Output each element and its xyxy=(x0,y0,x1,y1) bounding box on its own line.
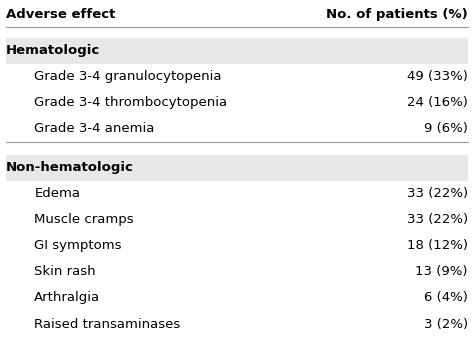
Text: Non-hematologic: Non-hematologic xyxy=(6,161,134,174)
Bar xyxy=(6,38,468,64)
Text: Adverse effect: Adverse effect xyxy=(6,8,116,21)
Bar xyxy=(6,155,468,181)
Text: Edema: Edema xyxy=(35,188,81,201)
Text: 13 (9%): 13 (9%) xyxy=(415,265,468,279)
Text: 33 (22%): 33 (22%) xyxy=(407,213,468,226)
Text: Grade 3-4 granulocytopenia: Grade 3-4 granulocytopenia xyxy=(35,70,222,83)
Text: GI symptoms: GI symptoms xyxy=(35,239,122,252)
Text: Muscle cramps: Muscle cramps xyxy=(35,213,134,226)
Bar xyxy=(6,116,468,142)
Text: 33 (22%): 33 (22%) xyxy=(407,188,468,201)
Text: 18 (12%): 18 (12%) xyxy=(407,239,468,252)
Text: 6 (4%): 6 (4%) xyxy=(424,292,468,305)
Text: Grade 3-4 anemia: Grade 3-4 anemia xyxy=(35,122,155,135)
Text: Arthralgia: Arthralgia xyxy=(35,292,100,305)
Text: Hematologic: Hematologic xyxy=(6,44,100,57)
Bar xyxy=(6,233,468,259)
Text: No. of patients (%): No. of patients (%) xyxy=(326,8,468,21)
Text: Grade 3-4 thrombocytopenia: Grade 3-4 thrombocytopenia xyxy=(35,97,228,109)
Bar xyxy=(6,311,468,337)
Text: 9 (6%): 9 (6%) xyxy=(424,122,468,135)
Bar xyxy=(6,207,468,233)
Bar xyxy=(6,181,468,207)
Text: 49 (33%): 49 (33%) xyxy=(407,70,468,83)
Text: Skin rash: Skin rash xyxy=(35,265,96,279)
Bar xyxy=(6,259,468,285)
Text: Raised transaminases: Raised transaminases xyxy=(35,317,181,330)
Text: 3 (2%): 3 (2%) xyxy=(424,317,468,330)
Bar xyxy=(6,90,468,116)
Bar xyxy=(6,64,468,90)
Bar xyxy=(6,1,468,27)
Bar xyxy=(6,285,468,311)
Text: 24 (16%): 24 (16%) xyxy=(407,97,468,109)
